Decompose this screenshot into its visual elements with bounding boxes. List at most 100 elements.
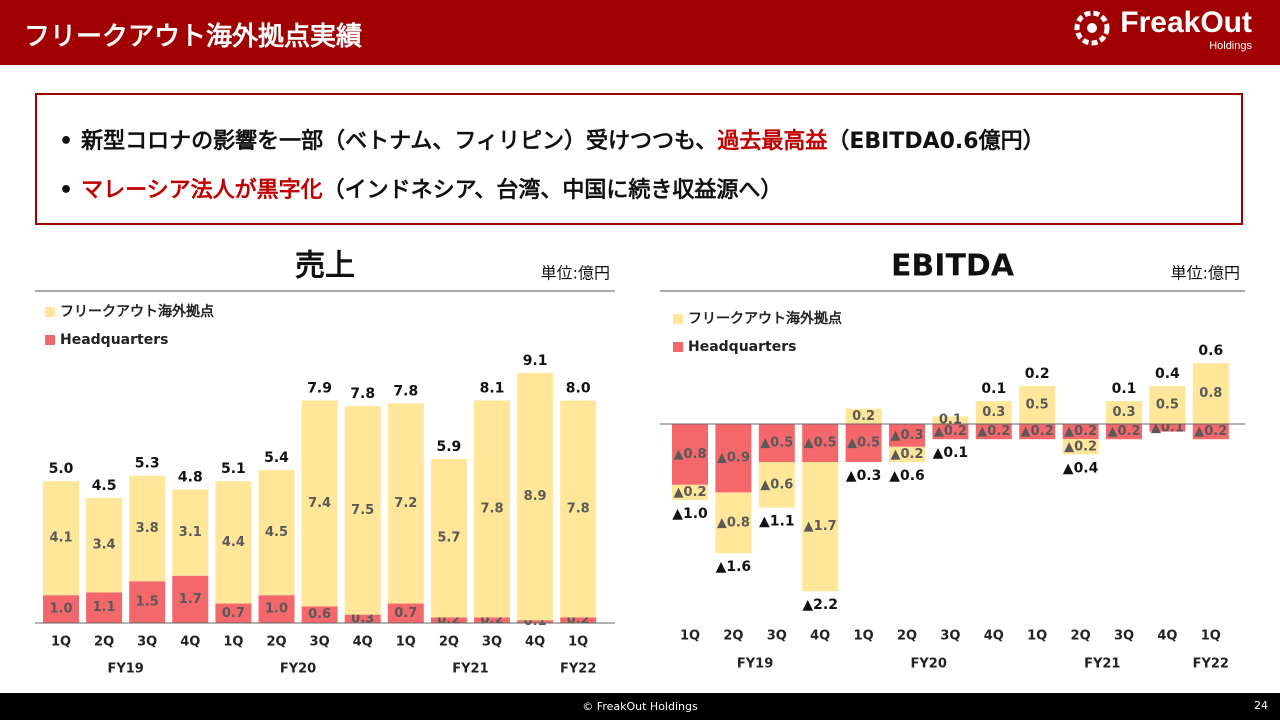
bar-segment <box>1062 439 1099 455</box>
segment-label: 1.0 <box>49 602 72 617</box>
total-label: ▲1.1 <box>759 514 795 530</box>
group-label: FY21 <box>1084 657 1120 672</box>
x-tick-label: 2Q <box>1071 629 1091 644</box>
x-tick-label: 1Q <box>51 635 71 650</box>
total-label: 5.1 <box>221 461 246 477</box>
group-label: FY19 <box>107 662 143 677</box>
total-label: ▲1.0 <box>672 506 708 522</box>
bar-segment <box>215 603 252 623</box>
segment-label: 0.8 <box>1199 386 1222 401</box>
x-tick-label: 4Q <box>180 635 200 650</box>
segment-label: 0.7 <box>394 606 417 621</box>
legend-swatch <box>45 335 55 345</box>
total-label: ▲0.4 <box>1063 460 1099 476</box>
bar-segment <box>474 400 510 618</box>
total-label: ▲2.2 <box>802 597 838 613</box>
segment-label: ▲0.2 <box>673 485 706 500</box>
legend-swatch <box>673 314 683 324</box>
segment-label: ▲0.5 <box>760 436 793 451</box>
x-tick-label: 1Q <box>1201 629 1221 644</box>
total-label: 9.1 <box>523 353 548 369</box>
bar-segment <box>932 416 969 424</box>
segment-label: ▲0.9 <box>717 451 750 466</box>
bar-segment <box>758 424 795 462</box>
segment-label: 0.3 <box>982 405 1005 420</box>
segment-label: 0.2 <box>852 409 875 424</box>
bar-segment <box>129 581 166 623</box>
x-tick-label: 1Q <box>1027 629 1047 644</box>
bar-segment <box>1019 424 1056 440</box>
x-tick-label: 2Q <box>439 635 459 650</box>
logo-subtext: Holdings <box>1209 40 1252 52</box>
bar-segment <box>1062 424 1099 440</box>
footer: © FreakOut Holdings 24 <box>0 693 1280 720</box>
total-label: 8.0 <box>566 381 591 397</box>
segment-label: 5.7 <box>437 531 460 546</box>
segment-label: 7.8 <box>567 502 590 517</box>
total-label: ▲0.1 <box>933 445 969 461</box>
x-tick-label: 1Q <box>396 635 416 650</box>
copyright: © FreakOut Holdings <box>582 700 698 713</box>
segment-label: 7.5 <box>351 503 374 518</box>
x-tick-label: 3Q <box>137 635 157 650</box>
bar-segment <box>715 424 752 493</box>
x-tick-label: 1Q <box>223 635 243 650</box>
total-label: 7.9 <box>307 381 332 397</box>
bar-segment <box>258 595 295 623</box>
segment-label: 4.1 <box>49 531 72 546</box>
bar-segment <box>560 400 597 618</box>
total-label: 7.8 <box>393 383 418 399</box>
legend-label: フリークアウト海外拠点 <box>60 303 214 320</box>
bar-segment <box>1019 386 1056 424</box>
segment-label: 3.8 <box>136 521 159 536</box>
segment-label: 7.4 <box>308 496 331 511</box>
legend-label: Headquarters <box>60 332 168 348</box>
segment-label: ▲0.8 <box>673 447 706 462</box>
bar-segment <box>387 603 424 623</box>
bar-segment <box>845 408 882 424</box>
bar-segment <box>517 372 554 621</box>
total-label: ▲0.6 <box>889 468 925 484</box>
segment-label: 1.1 <box>93 600 116 615</box>
x-tick-label: 1Q <box>568 635 588 650</box>
unit-label: 単位:億円 <box>541 264 610 283</box>
bullet-text: （EBITDA0.6億円） <box>827 129 1045 154</box>
bar-segment <box>215 481 252 604</box>
segment-label: 7.8 <box>480 502 503 517</box>
segment-label: 4.5 <box>265 525 288 540</box>
bar-segment <box>344 614 381 623</box>
chart-title: 売上 <box>295 249 355 284</box>
bar-segment <box>474 617 510 623</box>
total-label: 4.8 <box>178 470 203 486</box>
bar-segment <box>172 489 209 576</box>
bar-segment <box>1192 363 1229 424</box>
segment-label: 0.3 <box>1112 405 1135 420</box>
bar-segment <box>43 595 79 623</box>
x-tick-label: 3Q <box>940 629 960 644</box>
segment-label: ▲0.2 <box>977 424 1010 439</box>
bar-segment <box>932 424 969 440</box>
segment-label: 8.9 <box>524 489 547 504</box>
bar-segment <box>889 446 925 462</box>
x-tick-label: 4Q <box>1157 629 1177 644</box>
total-label: 5.9 <box>436 439 461 455</box>
bar-segment <box>889 424 925 447</box>
total-label: 0.1 <box>1112 381 1137 397</box>
x-tick-label: 2Q <box>266 635 286 650</box>
x-tick-label: 3Q <box>482 635 502 650</box>
segment-label: ▲0.8 <box>717 515 750 530</box>
group-label: FY22 <box>560 662 596 677</box>
segment-label: ▲0.2 <box>934 424 967 439</box>
legend-label: Headquarters <box>688 339 796 355</box>
segment-label: ▲0.2 <box>1064 439 1097 454</box>
bullet-text: （インドネシア、台湾、中国に続き収益源へ） <box>322 178 783 203</box>
bar-segment <box>86 497 123 593</box>
segment-label: ▲0.2 <box>1021 424 1054 439</box>
chart-title: EBITDA <box>891 249 1015 284</box>
x-tick-label: 4Q <box>810 629 830 644</box>
legend-swatch <box>673 342 683 352</box>
total-label: ▲1.6 <box>716 559 752 575</box>
bullet-text: マレーシア法人が黒字化 <box>81 178 323 203</box>
bar-segment <box>172 575 209 623</box>
